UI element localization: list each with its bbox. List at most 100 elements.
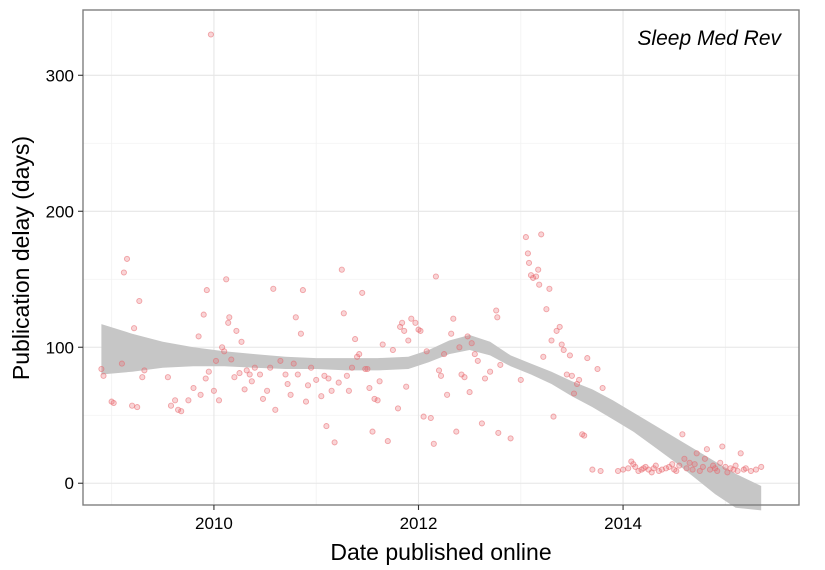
data-point: [308, 364, 315, 371]
data-point: [134, 404, 141, 411]
data-point: [210, 387, 217, 394]
smooth-band-layer: [101, 324, 762, 511]
data-point: [118, 360, 125, 367]
data-point: [669, 461, 676, 468]
data-point: [408, 315, 415, 322]
data-point: [123, 255, 131, 262]
data-point: [131, 325, 138, 332]
data-point: [325, 375, 332, 382]
data-point: [655, 467, 662, 475]
data-point: [724, 469, 731, 476]
data-point: [689, 466, 696, 473]
data-point: [318, 393, 325, 400]
y-tick-label: 100: [46, 338, 74, 357]
data-point: [742, 465, 749, 472]
y-tick-label: 300: [46, 66, 74, 85]
data-point: [98, 365, 105, 373]
data-point: [185, 397, 192, 404]
data-point: [691, 461, 698, 468]
data-point: [546, 285, 553, 292]
data-point: [207, 31, 214, 38]
data-point: [430, 440, 437, 447]
x-axis-title: Date published online: [330, 539, 551, 565]
data-point: [732, 462, 739, 469]
data-point: [277, 357, 284, 364]
data-point: [535, 266, 542, 273]
data-point: [136, 297, 143, 305]
data-point: [696, 467, 703, 475]
data-point: [560, 346, 567, 354]
data-point: [328, 387, 335, 394]
data-point: [238, 338, 245, 345]
data-point: [399, 319, 406, 326]
data-point: [538, 231, 545, 238]
data-point: [719, 443, 726, 450]
data-point: [550, 413, 557, 420]
data-point: [323, 423, 330, 430]
data-point: [321, 372, 328, 379]
data-point: [343, 372, 350, 379]
data-point: [632, 463, 639, 470]
data-point: [248, 378, 255, 385]
data-point: [525, 259, 533, 266]
data-point: [693, 450, 700, 457]
data-point: [493, 307, 500, 314]
data-point: [683, 465, 690, 472]
data-point: [302, 398, 310, 405]
data-point: [681, 455, 688, 462]
data-point: [129, 402, 136, 409]
data-point: [221, 348, 228, 355]
data-point: [246, 371, 253, 378]
data-point: [384, 438, 391, 445]
plot-panel-border: [82, 9, 800, 506]
data-point: [727, 465, 734, 472]
data-point: [635, 467, 642, 475]
data-point: [335, 379, 342, 386]
data-points-layer: [98, 31, 765, 476]
data-point: [345, 387, 352, 394]
data-point: [540, 353, 547, 360]
data-point: [481, 375, 489, 382]
data-point: [752, 466, 760, 473]
data-point: [197, 391, 204, 398]
data-point: [294, 371, 301, 378]
data-point: [420, 413, 427, 420]
data-point: [304, 382, 312, 389]
data-point: [487, 368, 494, 375]
data-point: [478, 420, 485, 427]
data-point: [423, 348, 430, 355]
data-point: [461, 374, 468, 381]
data-point: [703, 446, 710, 453]
data-point: [362, 365, 369, 373]
data-point: [205, 368, 212, 375]
data-point: [558, 341, 565, 348]
minor-gridlines: [83, 10, 799, 505]
data-point: [581, 432, 588, 439]
data-point: [110, 399, 117, 407]
data-point: [495, 429, 502, 436]
data-point: [340, 310, 347, 317]
data-point: [190, 384, 197, 392]
data-point: [389, 346, 396, 354]
data-point: [215, 397, 223, 404]
data-point: [167, 402, 175, 409]
data-point: [662, 465, 670, 472]
data-point: [225, 319, 232, 326]
data-point: [444, 391, 451, 398]
data-point: [556, 323, 563, 330]
data-point: [270, 285, 277, 292]
data-point: [676, 462, 683, 469]
data-point: [172, 397, 179, 404]
data-point: [524, 250, 531, 257]
data-point: [259, 395, 267, 402]
y-tick-label: 200: [46, 202, 74, 221]
data-point: [120, 269, 127, 276]
data-point: [175, 406, 182, 413]
data-point: [722, 463, 729, 470]
data-point: [701, 455, 708, 462]
data-point: [359, 289, 366, 296]
data-point: [290, 360, 297, 367]
data-point: [734, 467, 741, 475]
data-point: [553, 327, 560, 334]
